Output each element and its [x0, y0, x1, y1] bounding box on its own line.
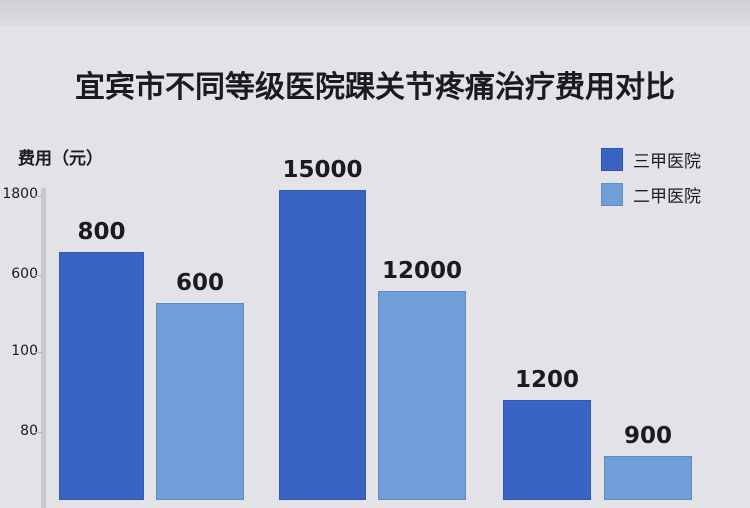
bar-value-label: 800 — [77, 219, 126, 245]
bar — [503, 400, 591, 500]
y-tick-label: 80 — [20, 423, 38, 439]
y-axis-line — [41, 188, 46, 508]
bar-value-label: 12000 — [381, 258, 463, 284]
legend-label: 二甲医院 — [633, 187, 701, 207]
y-tick-label: 600 — [11, 266, 38, 282]
bar-value-label: 15000 — [282, 157, 363, 183]
legend-swatch — [601, 183, 623, 206]
bar — [378, 291, 466, 500]
bar-value-label: 600 — [175, 270, 224, 296]
y-tick-mark — [35, 275, 42, 276]
y-tick-mark — [35, 352, 42, 353]
top-band — [0, 0, 750, 26]
bar — [156, 303, 244, 500]
bar-value-label: 900 — [623, 423, 672, 449]
y-axis-label: 费用（元） — [18, 149, 103, 169]
y-tick-mark — [35, 196, 42, 197]
bar — [279, 190, 366, 500]
y-tick-mark — [35, 432, 42, 433]
bar-value-label: 1200 — [514, 367, 579, 393]
y-tick-label: 1800 — [2, 186, 38, 202]
legend-swatch — [601, 148, 623, 171]
chart-title: 宜宾市不同等级医院踝关节疼痛治疗费用对比 — [75, 70, 675, 105]
y-tick-label: 100 — [11, 343, 38, 359]
bar — [59, 252, 144, 500]
bar — [604, 456, 692, 500]
legend-label: 三甲医院 — [633, 152, 701, 172]
